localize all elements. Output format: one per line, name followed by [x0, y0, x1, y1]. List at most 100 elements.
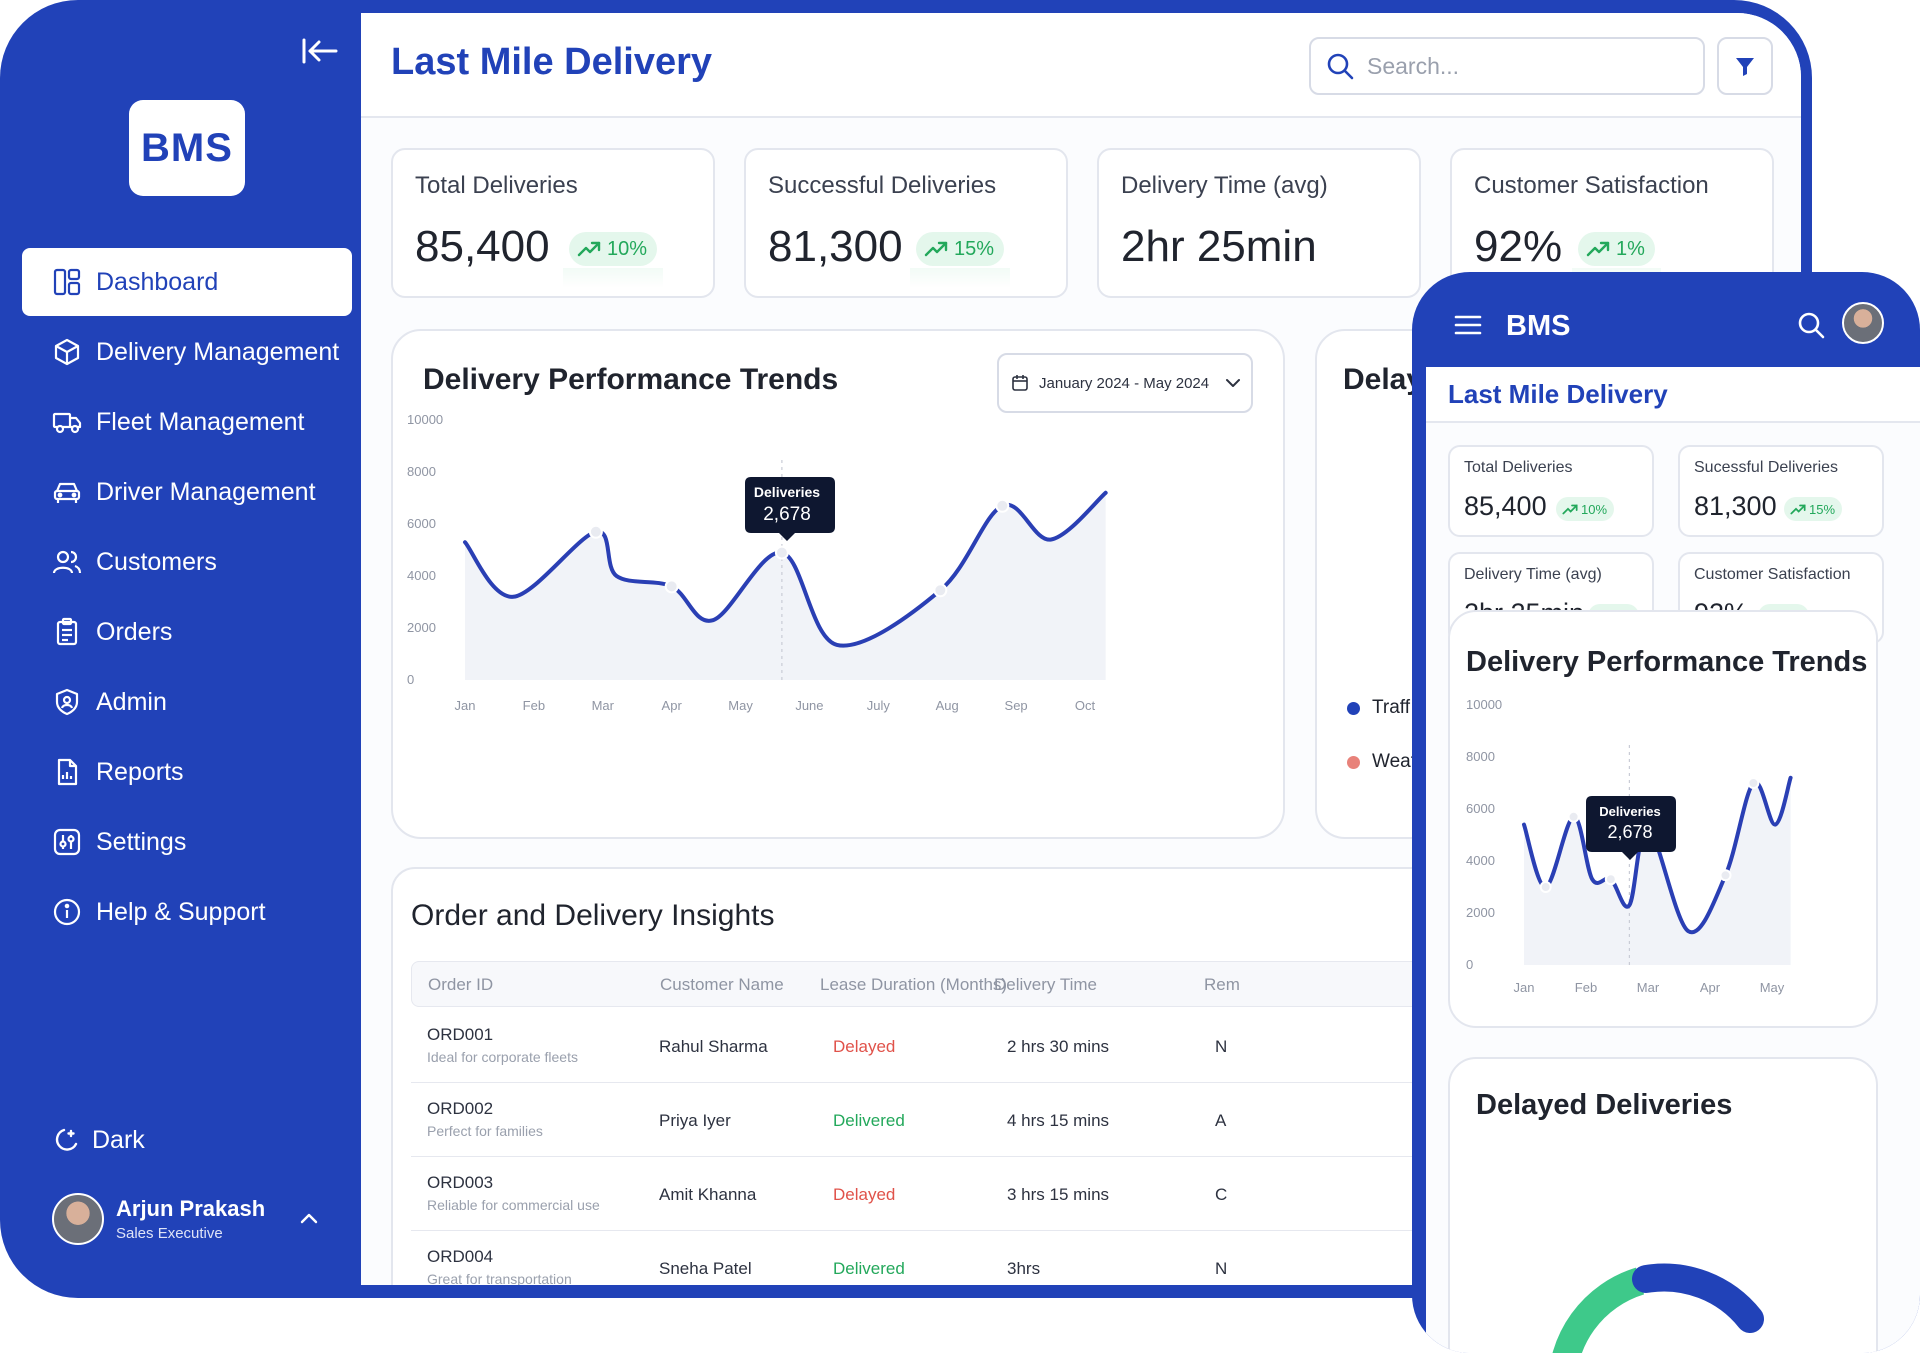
avatar[interactable] [1842, 302, 1884, 344]
trending-up-icon [924, 241, 948, 257]
x-tick-label: July [867, 698, 891, 713]
sidebar-item-customers[interactable]: Customers [22, 528, 352, 596]
y-tick-label: 8000 [1466, 749, 1495, 764]
order-id: ORD002 [427, 1099, 494, 1118]
y-tick-label: 10000 [407, 412, 443, 427]
chevron-up-icon[interactable] [297, 1207, 321, 1231]
column-header[interactable]: Delivery Time [994, 975, 1097, 994]
y-tick-label: 10000 [1466, 697, 1502, 712]
sidebar-item-orders[interactable]: Orders [22, 598, 352, 666]
series-area [1524, 777, 1791, 965]
x-tick-label: May [1760, 980, 1785, 995]
sidebar-item-admin[interactable]: Admin [22, 668, 352, 736]
sidebar-item-label: Dashboard [96, 267, 219, 296]
sidebar-item-delivery-management[interactable]: Delivery Management [22, 318, 352, 386]
stat-value: 81,300 [1694, 491, 1777, 521]
chart-title: Delivery Performance Trends [423, 363, 839, 396]
order-description: Perfect for families [427, 1123, 543, 1139]
table-header: Order ID Customer Name Lease Duration (M… [411, 961, 1581, 1007]
data-point [1539, 881, 1552, 893]
chevron-down-icon [1226, 379, 1241, 387]
data-point [664, 579, 679, 594]
sidebar-item-help-support[interactable]: Help & Support [22, 878, 352, 946]
sidebar-item-fleet-management[interactable]: Fleet Management [22, 388, 352, 456]
date-range-picker[interactable]: January 2024 - May 2024 [997, 353, 1253, 413]
theme-toggle-label: Dark [92, 1125, 145, 1154]
sidebar-item-label: Driver Management [96, 477, 316, 506]
menu-icon[interactable] [1454, 314, 1482, 336]
table-row[interactable]: ORD004 Great for transportation Sneha Pate… [411, 1231, 1581, 1285]
trend-value: 15% [1809, 501, 1836, 517]
search-input[interactable] [1367, 52, 1687, 80]
search-icon[interactable] [1796, 310, 1826, 340]
customer-name: Amit Khanna [659, 1185, 757, 1204]
order-description: Reliable for commercial use [427, 1197, 600, 1213]
trending-up-icon [1586, 241, 1610, 257]
column-header[interactable]: Order ID [428, 975, 494, 994]
stat-value: 81,300 [768, 222, 903, 271]
delivery-time: 4 hrs 15 mins [1007, 1111, 1110, 1130]
mobile-screen: Last Mile Delivery Total Deliveries 85,4… [1426, 367, 1920, 1353]
stat-label: Customer Satisfaction [1474, 172, 1709, 199]
legend-item: Traff [1347, 697, 1410, 719]
mobile-trends-card: 0 2000 4000 6000 8000 10000 Jan Feb Mar Apr May Del… [1448, 610, 1878, 1028]
status-badge: Delayed [833, 1185, 896, 1204]
column-header[interactable]: Rem [1204, 975, 1240, 994]
customer-name: Priya Iyer [659, 1111, 731, 1130]
customer-name: Rahul Sharma [659, 1037, 768, 1056]
y-tick-label: 4000 [1466, 853, 1495, 868]
sidebar-item-reports[interactable]: Reports [22, 738, 352, 806]
donut-segment [1632, 1263, 1764, 1333]
sidebar-item-settings[interactable]: Settings [22, 808, 352, 876]
stat-card-successful-deliveries: Successful Deliveries 81,300 15% [744, 148, 1068, 298]
trend-value: 10% [1581, 501, 1608, 517]
trending-up-icon [577, 241, 601, 257]
column-header[interactable]: Lease Duration (Months) [820, 975, 1008, 994]
data-point [1604, 873, 1617, 886]
delivery-trends-chart: 0 2000 4000 6000 8000 10000 Jan Feb Mar Apr May Jun… [407, 412, 1108, 713]
table-row[interactable]: ORD002 Perfect for families Priya Iyer Deli… [411, 1083, 1581, 1157]
page-header: Last Mile Delivery [361, 13, 1801, 118]
stat-label: Customer Satisfaction [1694, 566, 1851, 583]
chart-tooltip: Deliveries 2,678 [745, 477, 835, 541]
y-tick-label: 0 [407, 672, 414, 687]
truck-icon [52, 412, 82, 434]
trend-badge: 15% [909, 232, 1011, 288]
column-header[interactable]: Customer Name [660, 975, 784, 994]
status-badge: Delivered [833, 1259, 905, 1278]
table-row[interactable]: ORD003 Reliable for commercial use Amit Kh… [411, 1157, 1581, 1231]
y-tick-label: 6000 [407, 516, 436, 531]
sidebar-item-driver-management[interactable]: Driver Management [22, 458, 352, 526]
order-id: ORD001 [427, 1025, 494, 1044]
car-icon [53, 482, 81, 503]
user-name: Arjun Prakash [116, 1196, 266, 1221]
y-tick-label: 0 [1466, 957, 1473, 972]
table-row[interactable]: ORD001 Ideal for corporate fleets Rahul Sh… [411, 1009, 1581, 1083]
x-tick-label: Jan [455, 698, 476, 713]
tooltip-label: Deliveries [754, 484, 820, 500]
user-role: Sales Executive [116, 1225, 223, 1242]
series-area [465, 492, 1106, 680]
sidebar-item-dashboard[interactable]: Dashboard [22, 248, 352, 316]
data-point [995, 498, 1010, 513]
delay-card-title: Delay [1343, 363, 1424, 396]
mobile-page-header: Last Mile Delivery [1426, 367, 1920, 423]
mobile-brand: BMS [1506, 310, 1571, 342]
filter-button[interactable] [1717, 37, 1773, 95]
search-box[interactable] [1309, 37, 1705, 95]
user-profile[interactable]: Arjun Prakash Sales Executive [52, 1193, 322, 1245]
x-tick-label: Apr [662, 698, 683, 713]
x-tick-label: Oct [1075, 698, 1096, 713]
trend-badge: 15% [1784, 497, 1843, 521]
legend-item: Weat [1347, 751, 1416, 773]
x-tick-label: Aug [936, 698, 959, 713]
status-badge: Delayed [833, 1037, 896, 1056]
remarks: C [1215, 1185, 1228, 1204]
sidebar: BMS Dashboard Delivery Management Fleet … [0, 0, 360, 1298]
theme-toggle[interactable]: Dark [52, 1125, 145, 1155]
collapse-sidebar-icon[interactable] [300, 36, 340, 66]
tooltip-label: Deliveries [1599, 804, 1660, 819]
stat-value: 85,400 [415, 222, 550, 271]
trend-badge: 10% [562, 232, 664, 288]
mobile-delayed-card: Delayed Deliveries [1448, 1057, 1878, 1353]
